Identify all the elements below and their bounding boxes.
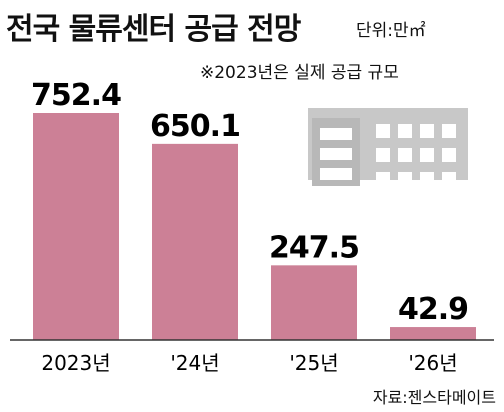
value-label-0: 752.4 xyxy=(31,78,121,113)
bar-2 xyxy=(271,265,357,340)
unit-label: 단위:만㎡ xyxy=(356,21,426,41)
category-label-0: 2023년 xyxy=(41,351,110,375)
category-label-3: '26년 xyxy=(408,351,457,375)
bar-1 xyxy=(152,143,238,340)
bar-0 xyxy=(33,113,119,340)
building-icon xyxy=(308,108,468,186)
category-label-1: '24년 xyxy=(170,351,219,375)
note-label: ※2023년은 실제 공급 규모 xyxy=(200,63,399,83)
value-label-3: 42.9 xyxy=(398,292,468,327)
source-label: 자료:젠스타메이트 xyxy=(372,388,496,407)
category-label-2: '25년 xyxy=(289,351,338,375)
chart-title: 전국 물류센터 공급 전망 xyxy=(6,12,301,47)
bar-3 xyxy=(390,327,476,340)
value-label-1: 650.1 xyxy=(150,109,240,144)
value-label-2: 247.5 xyxy=(269,230,359,265)
